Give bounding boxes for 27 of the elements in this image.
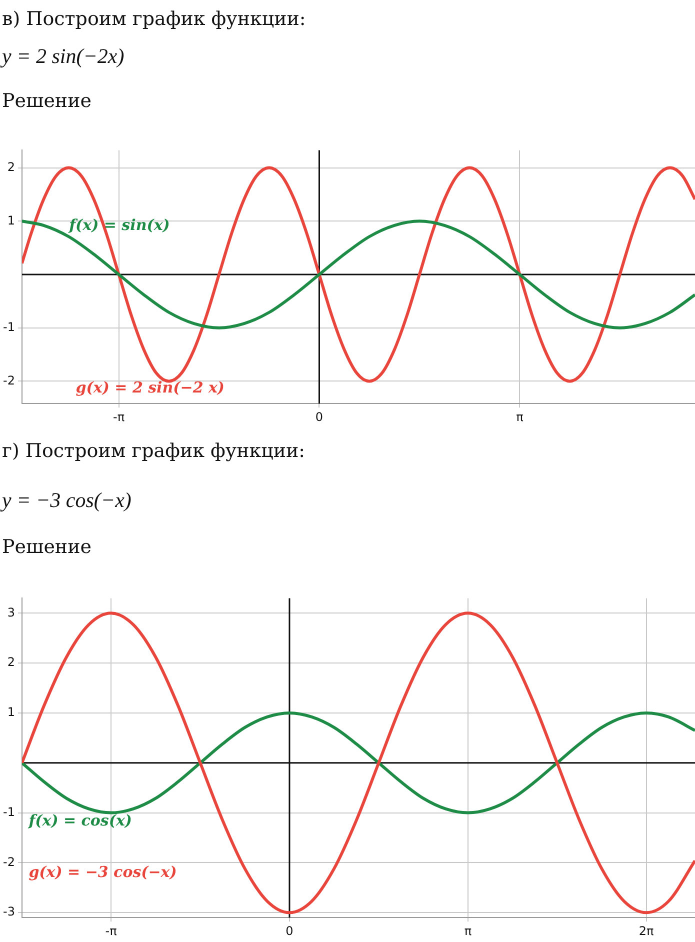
chart-title: г) Построим график функции: [2,440,306,462]
chart-subtitle: y = −3 cos(−x) [2,488,132,513]
x-tick-label: π [516,410,524,424]
y-tick-label: 2 [7,655,15,670]
x-tick-label: 0 [286,924,294,938]
x-tick-label: 0 [315,410,324,424]
text: Решение [2,536,92,558]
y-tick-label: 3 [7,605,15,620]
chart-title: в) Построим график функции: [2,8,306,30]
y-tick-label: 1 [7,213,15,228]
x-tick-label: π [464,924,472,938]
chart-subtitle: y = 2 sin(−2x) [2,44,124,69]
y-tick-label: -1 [2,320,15,334]
text: Решение [2,90,92,112]
series-label: g(x) = 2 sin(−2 x) [76,378,225,396]
y-tick-label: -1 [2,804,15,819]
x-tick-label: -π [105,924,117,938]
x-tick-label: 2π [638,924,654,938]
y-tick-label: -2 [2,854,15,869]
text: g(x) = −3 cos(−x) [28,862,177,881]
y-tick-label: -2 [2,373,15,388]
y-tick-label: 1 [7,705,15,720]
y-tick-label: -3 [2,904,15,919]
series-label: f(x) = cos(x) [28,812,132,830]
series-label: f(x) = sin(x) [68,216,170,234]
y-tick-label: 2 [7,160,15,174]
x-tick-label: -π [113,410,125,424]
